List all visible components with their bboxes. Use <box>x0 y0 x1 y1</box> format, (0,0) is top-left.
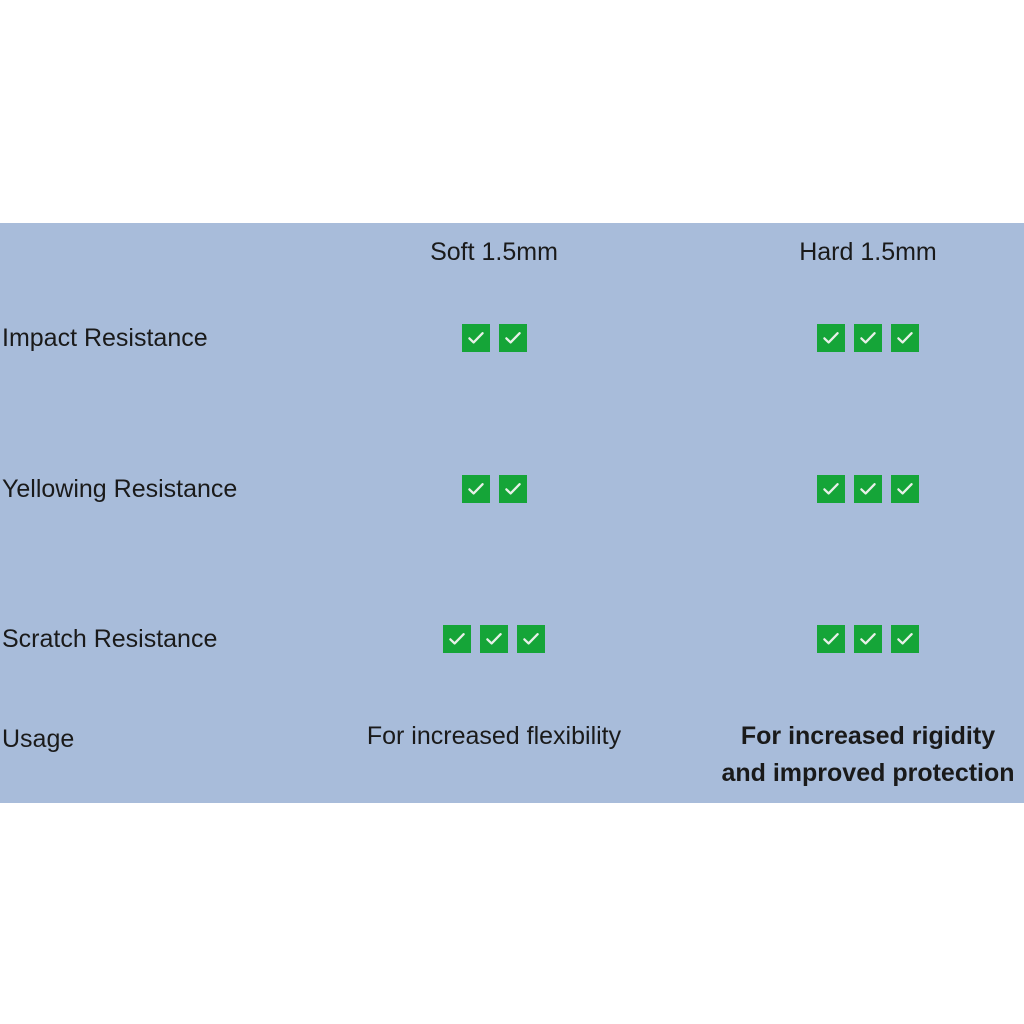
check-icon <box>891 475 919 503</box>
rating-impact-soft <box>352 308 636 368</box>
check-icon <box>891 324 919 352</box>
rating-scratch-soft <box>352 609 636 669</box>
check-icon <box>480 625 508 653</box>
table-row: Impact Resistance <box>0 308 1024 368</box>
check-icon <box>854 324 882 352</box>
check-icon <box>854 625 882 653</box>
check-icon <box>443 625 471 653</box>
rating-scratch-hard <box>712 609 1024 669</box>
check-icon <box>461 475 490 503</box>
table-row: Yellowing Resistance <box>0 459 1024 519</box>
check-icon <box>817 324 845 352</box>
comparison-panel: Soft 1.5mm Hard 1.5mm Impact Resistance … <box>0 223 1024 803</box>
check-icon <box>498 324 527 352</box>
check-icon <box>817 475 845 503</box>
column-header-hard: Hard 1.5mm <box>799 238 937 266</box>
usage-value-hard-line1: For increased rigidity <box>740 722 996 750</box>
rating-yellowing-soft <box>352 459 636 519</box>
row-label-usage: Usage <box>2 725 75 753</box>
check-icon <box>817 625 845 653</box>
row-label-scratch-resistance: Scratch Resistance <box>2 625 218 653</box>
check-icon <box>854 475 882 503</box>
table-row: Scratch Resistance <box>0 609 1024 669</box>
comparison-table: Soft 1.5mm Hard 1.5mm Impact Resistance … <box>0 223 1024 803</box>
column-header-soft: Soft 1.5mm <box>430 238 558 266</box>
row-label-yellowing-resistance: Yellowing Resistance <box>2 475 238 503</box>
check-icon <box>498 475 527 503</box>
table-row-usage: Usage For increased flexibility For incr… <box>0 718 1024 798</box>
check-icon <box>891 625 919 653</box>
check-icon <box>461 324 490 352</box>
usage-value-hard-line2: and improved protection <box>721 759 1015 787</box>
rating-yellowing-hard <box>712 459 1024 519</box>
row-label-impact-resistance: Impact Resistance <box>2 324 208 352</box>
check-icon <box>517 625 545 653</box>
table-header-row: Soft 1.5mm Hard 1.5mm <box>0 231 1024 273</box>
rating-impact-hard <box>712 308 1024 368</box>
usage-value-soft: For increased flexibility <box>366 722 622 750</box>
